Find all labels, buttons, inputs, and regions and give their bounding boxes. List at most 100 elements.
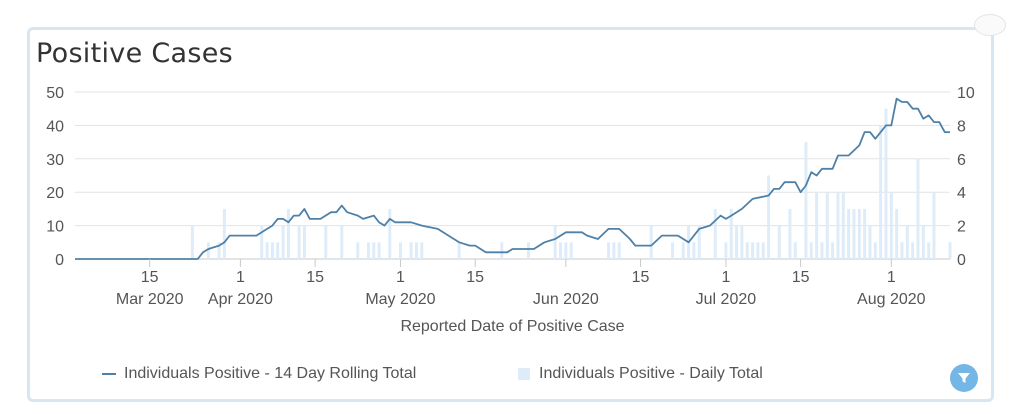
x-tick-label: 1 [396, 269, 405, 286]
chart-title: Positive Cases [36, 38, 234, 69]
daily-total-bar [500, 242, 504, 259]
y-right-tick-label: 8 [957, 118, 966, 135]
daily-total-bar [222, 208, 226, 259]
daily-total-bar [270, 242, 274, 259]
rolling-total-line [75, 97, 950, 260]
legend-item-rolling-total[interactable]: Individuals Positive - 14 Day Rolling To… [102, 365, 416, 383]
daily-total-bar [340, 225, 344, 259]
y-right-tick-label: 2 [957, 219, 966, 236]
daily-total-bar [713, 208, 717, 259]
daily-total-bar [788, 208, 792, 259]
daily-total-bar [217, 242, 221, 259]
x-tick-month-label: Jul 2020 [696, 291, 757, 308]
daily-total-bar [740, 225, 744, 259]
daily-total-bar [863, 208, 867, 259]
x-tick-label: 1 [236, 269, 245, 286]
x-tick-label: 1 [721, 269, 730, 286]
y-left-tick-label: 50 [46, 85, 64, 102]
y-left-tick-label: 30 [46, 152, 64, 169]
y-left-tick-label: 10 [46, 219, 64, 236]
daily-total-bar [617, 242, 621, 259]
daily-total-bar [260, 225, 264, 259]
daily-total-bar [756, 242, 760, 259]
daily-total-bar [852, 208, 856, 259]
x-tick-label: 15 [792, 269, 810, 286]
legend-label-rolling-total: Individuals Positive - 14 Day Rolling To… [124, 365, 417, 382]
daily-total-bar [921, 225, 925, 259]
daily-total-bar [879, 125, 883, 260]
daily-total-bar [761, 242, 765, 259]
x-tick-month-label: May 2020 [365, 291, 435, 308]
daily-total-bar [297, 225, 301, 259]
daily-total-bar [916, 158, 920, 259]
daily-total-bar [671, 242, 675, 259]
daily-total-bar [948, 242, 952, 259]
corner-button[interactable] [974, 14, 1006, 36]
legend-item-daily-total[interactable]: Individuals Positive - Daily Total [518, 365, 763, 383]
x-tick-month-label: Aug 2020 [857, 291, 926, 308]
x-tick-month-label: Jun 2020 [533, 291, 599, 308]
daily-total-bar [911, 242, 915, 259]
x-tick-label: 15 [306, 269, 324, 286]
daily-total-bar [745, 242, 749, 259]
y-right-tick-label: 0 [957, 252, 966, 269]
daily-total-bar [607, 242, 611, 259]
daily-total-bar [372, 242, 376, 259]
x-tick-label: 15 [632, 269, 650, 286]
daily-total-bar [831, 242, 835, 259]
daily-total-bar [420, 242, 424, 259]
daily-total-bar [398, 242, 402, 259]
daily-total-bar [569, 242, 573, 259]
x-tick-month-label: Apr 2020 [208, 291, 273, 308]
daily-total-bar [836, 192, 840, 259]
x-axis-title: Reported Date of Positive Case [400, 318, 624, 335]
chart-card [27, 14, 1006, 402]
y-left-tick-label: 20 [46, 185, 64, 202]
x-tick-month-label: Mar 2020 [116, 291, 184, 308]
daily-total-bar [857, 208, 861, 259]
legend: Individuals Positive - 14 Day Rolling To… [0, 365, 1023, 389]
daily-total-bar [932, 192, 936, 259]
daily-total-bar [777, 225, 781, 259]
daily-total-bar [767, 175, 771, 259]
daily-total-bar [751, 242, 755, 259]
daily-total-bar [559, 242, 562, 259]
daily-total-bar [356, 242, 360, 259]
daily-total-bar [900, 242, 904, 259]
y-right-tick-label: 4 [957, 185, 966, 202]
filter-icon [958, 373, 970, 383]
daily-total-bar [681, 242, 685, 259]
daily-total-bar [564, 242, 568, 259]
y-left-tick-label: 0 [55, 252, 64, 269]
daily-total-bar [927, 242, 931, 259]
daily-total-bar [820, 242, 824, 259]
daily-total-bar [649, 225, 653, 259]
daily-total-bar [889, 192, 893, 259]
daily-total-bar [815, 192, 819, 259]
daily-total-bar [809, 242, 813, 259]
daily-total-bar [324, 225, 328, 259]
y-right-tick-label: 6 [957, 152, 966, 169]
daily-total-bar [905, 225, 909, 259]
daily-total-bar [895, 208, 899, 259]
daily-total-bar [612, 242, 616, 259]
daily-total-bar [724, 242, 728, 259]
legend-bar-swatch [518, 368, 530, 380]
daily-total-bar [527, 242, 530, 259]
daily-total-bar [206, 242, 210, 259]
daily-total-bar [190, 225, 194, 259]
daily-total-bar [697, 225, 701, 259]
daily-total-bar [302, 225, 306, 259]
daily-total-bar [281, 225, 285, 259]
daily-total-bar [692, 242, 696, 259]
daily-total-bar [366, 242, 370, 259]
daily-total-bar [793, 242, 797, 259]
daily-total-bar [457, 242, 461, 259]
daily-total-bar [884, 108, 888, 259]
legend-label-daily-total: Individuals Positive - Daily Total [539, 365, 763, 382]
daily-total-bar [729, 208, 733, 259]
daily-total-bar [276, 242, 280, 259]
daily-total-bar [873, 242, 877, 259]
filter-button[interactable] [950, 364, 978, 392]
